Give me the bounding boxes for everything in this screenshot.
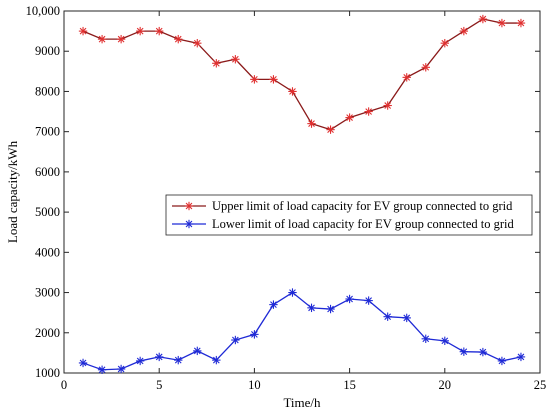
data-point-upper	[250, 75, 259, 84]
legend-entry-upper: Upper limit of load capacity for EV grou…	[172, 199, 513, 213]
data-point-lower	[193, 346, 202, 356]
data-point-upper	[135, 26, 145, 36]
data-point-lower	[402, 313, 411, 323]
data-point-upper	[269, 75, 278, 84]
x-tick-label: 15	[343, 378, 356, 392]
data-point-lower	[421, 334, 430, 344]
y-tick-label: 4000	[35, 245, 60, 259]
data-point-upper	[116, 34, 126, 44]
data-point-lower	[288, 288, 297, 297]
y-tick-label: 8000	[35, 84, 60, 98]
x-tick-label: 20	[439, 378, 452, 392]
plot-area	[63, 10, 541, 374]
x-tick-label: 25	[534, 378, 547, 392]
legend-marker-lower	[184, 219, 194, 229]
data-point-lower	[116, 364, 126, 374]
legend-label-lower: Lower limit of load capacity for EV grou…	[212, 217, 515, 231]
legend-label-upper: Upper limit of load capacity for EV grou…	[212, 199, 513, 213]
data-point-lower	[269, 300, 278, 309]
data-point-upper	[459, 26, 469, 36]
y-tick-label: 3000	[35, 286, 60, 300]
y-tick-label: 2000	[35, 326, 60, 340]
data-point-lower	[497, 356, 507, 366]
legend-marker-upper	[184, 201, 194, 211]
data-point-upper	[326, 125, 335, 134]
data-point-lower	[459, 347, 469, 356]
data-point-upper	[516, 18, 526, 28]
data-point-lower	[231, 335, 240, 345]
legend-star	[184, 201, 194, 211]
y-tick-label: 1000	[35, 366, 60, 380]
data-point-upper	[383, 101, 392, 110]
data-point-upper	[193, 38, 202, 48]
data-point-upper	[478, 14, 488, 24]
data-point-lower	[250, 330, 259, 339]
data-point-lower	[516, 352, 526, 362]
legend-entry-lower: Lower limit of load capacity for EV grou…	[172, 217, 515, 231]
legend: Upper limit of load capacity for EV grou…	[165, 194, 533, 236]
data-point-upper	[78, 26, 88, 36]
data-point-upper	[364, 107, 373, 116]
data-point-lower	[174, 355, 183, 365]
data-point-lower	[155, 352, 164, 362]
data-point-lower	[78, 358, 88, 368]
data-point-lower	[326, 304, 335, 314]
data-point-upper	[174, 34, 183, 44]
y-axis-title: Load capacity/kWh	[5, 140, 20, 243]
data-point-lower	[212, 355, 221, 365]
x-tick-label: 0	[61, 378, 67, 392]
x-tick-label: 5	[156, 378, 162, 392]
ticks-layer: 0 5 10 15 20 25 1000 2000 3000 4000 5000 6000 7000 80…	[26, 4, 547, 392]
data-point-lower	[383, 312, 392, 321]
y-tick-label: 6000	[35, 165, 60, 179]
data-point-upper	[345, 113, 354, 122]
legend-box	[165, 194, 533, 236]
data-point-upper	[421, 63, 430, 72]
data-point-upper	[155, 26, 164, 36]
data-point-lower	[478, 347, 488, 357]
data-point-upper	[97, 34, 107, 44]
data-point-upper	[402, 73, 411, 82]
legend-star	[184, 219, 194, 229]
series-layer	[78, 14, 526, 374]
data-point-lower	[135, 356, 145, 366]
data-point-upper	[497, 18, 507, 28]
data-point-lower	[440, 336, 449, 346]
data-point-upper	[307, 119, 316, 128]
y-tick-label: 7000	[35, 125, 60, 139]
data-point-lower	[345, 294, 354, 304]
data-point-upper	[212, 59, 221, 68]
data-point-lower	[97, 365, 107, 374]
data-point-upper	[288, 87, 297, 96]
y-tick-label: 10,000	[26, 4, 60, 18]
data-point-lower	[364, 296, 373, 305]
x-axis-title: Time/h	[283, 395, 321, 410]
data-point-lower	[307, 303, 316, 313]
x-tick-label: 10	[248, 378, 261, 392]
y-tick-label: 5000	[35, 205, 60, 219]
data-point-upper	[440, 38, 449, 48]
data-point-upper	[231, 55, 240, 64]
series-line-lower	[82, 291, 522, 371]
y-tick-label: 9000	[35, 44, 60, 58]
